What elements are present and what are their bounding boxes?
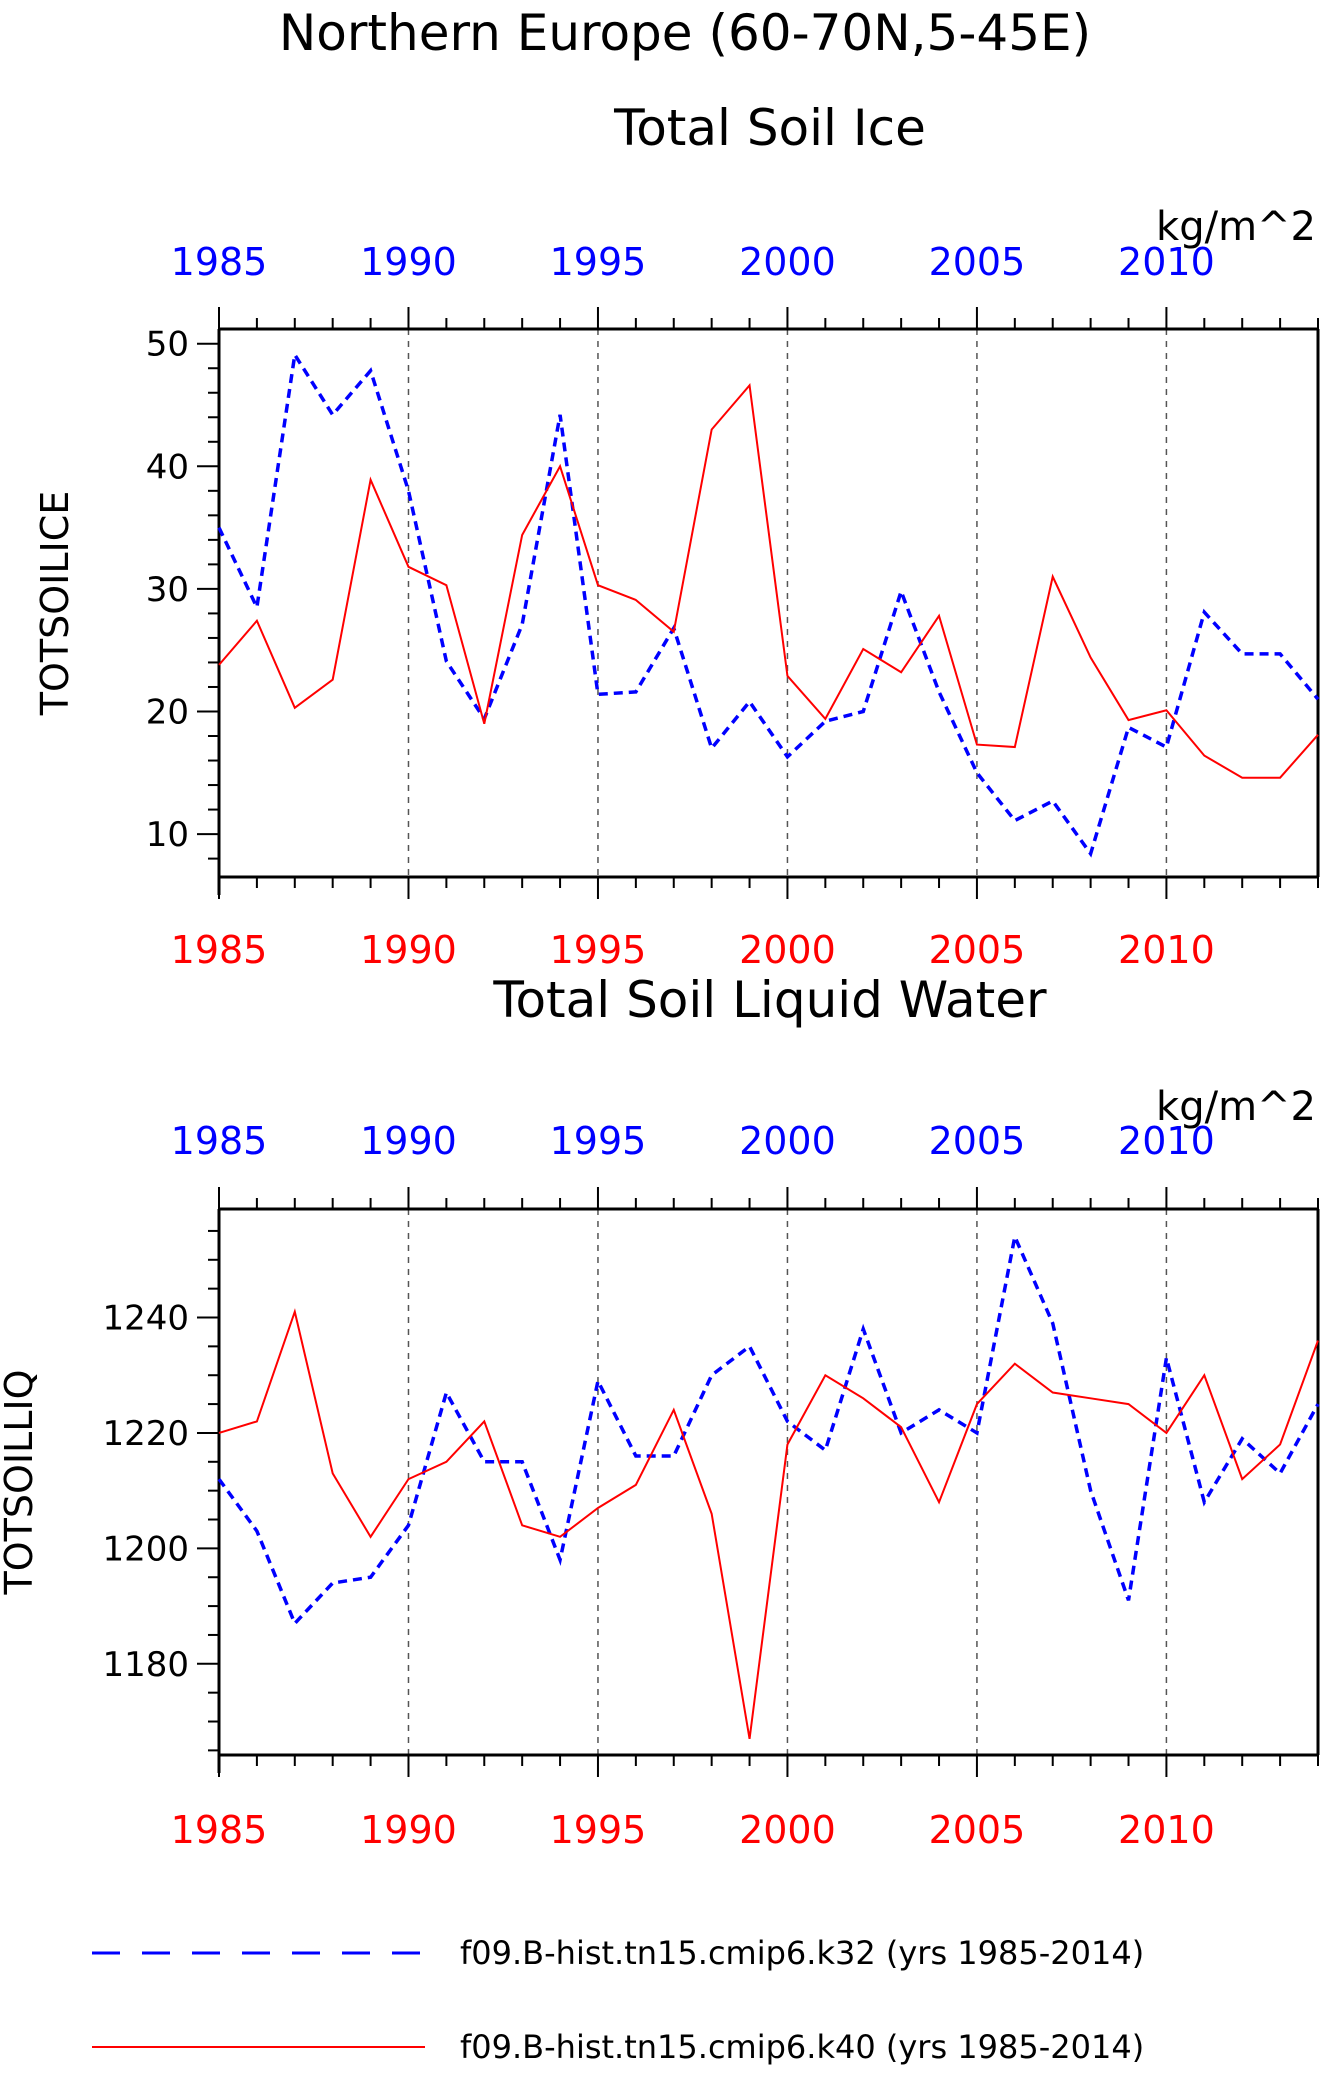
chart-panels: Total Soil Ice kg/m^2 1985 1985 1990 1990 1995… [0, 99, 1320, 1852]
x-tick-label-bottom: 1995 [550, 1808, 647, 1852]
units-label: kg/m^2 [1156, 204, 1316, 250]
chart-panel-1: Total Soil Ice kg/m^2 1985 1985 1990 1990 1995… [33, 99, 1320, 972]
y-tick-label: 50 [146, 325, 189, 365]
series-k32-line [217, 1230, 1320, 1627]
x-tick-label-top: 2000 [739, 240, 836, 284]
x-tick-label-top: 1995 [550, 1119, 647, 1163]
page-title: Northern Europe (60-70N,5-45E) [279, 4, 1091, 62]
y-axis-label: TOTSOILICE [33, 491, 77, 717]
y-tick-label: 1240 [102, 1299, 189, 1339]
y-tick-label: 1180 [102, 1645, 189, 1685]
x-tick-label-top: 2010 [1118, 240, 1215, 284]
x-tick-label-bottom: 1990 [360, 928, 457, 972]
x-tick-label-bottom: 1990 [360, 1808, 457, 1852]
series-k40-line [218, 383, 1319, 779]
y-tick-label: 40 [146, 447, 189, 487]
x-tick-label-bottom: 2010 [1118, 1808, 1215, 1852]
legend-k32-label: f09.B-hist.tn15.cmip6.k32 (yrs 1985-2014… [460, 1934, 1144, 1972]
x-tick-label-top: 1985 [171, 240, 268, 284]
y-tick-label: 10 [146, 815, 189, 855]
x-tick-label-top: 1990 [360, 240, 457, 284]
x-tick-label-bottom: 2005 [929, 928, 1026, 972]
legend: f09.B-hist.tn15.cmip6.k32 (yrs 1985-2014… [92, 1934, 1144, 2066]
x-tick-label-top: 1995 [550, 240, 647, 284]
panel-title: Total Soil Ice [613, 99, 926, 157]
y-axis-label: TOTSOILLIQ [0, 1369, 41, 1595]
y-tick-label: 20 [146, 692, 189, 732]
x-tick-label-top: 2005 [929, 1119, 1026, 1163]
x-tick-label-top: 1990 [360, 1119, 457, 1163]
x-tick-label-top: 1985 [171, 1119, 268, 1163]
x-tick-label-bottom: 2010 [1118, 928, 1215, 972]
y-tick-label: 1220 [102, 1414, 189, 1454]
x-tick-label-top: 2000 [739, 1119, 836, 1163]
x-tick-label-bottom: 1995 [550, 928, 647, 972]
x-tick-label-top: 2005 [929, 240, 1026, 284]
series-k32-line [217, 349, 1320, 858]
legend-k40-label: f09.B-hist.tn15.cmip6.k40 (yrs 1985-2014… [460, 2028, 1144, 2066]
x-tick-label-bottom: 1985 [171, 928, 268, 972]
x-tick-label-bottom: 2000 [739, 1808, 836, 1852]
y-tick-label: 1200 [102, 1529, 189, 1569]
panel-title: Total Soil Liquid Water [492, 971, 1047, 1029]
y-tick-label: 30 [146, 570, 189, 610]
x-tick-label-top: 2010 [1118, 1119, 1215, 1163]
series-k40-line [218, 1308, 1319, 1740]
x-tick-label-bottom: 1985 [171, 1808, 268, 1852]
x-tick-label-bottom: 2000 [739, 928, 836, 972]
units-label: kg/m^2 [1156, 1084, 1316, 1130]
x-tick-label-bottom: 2005 [929, 1808, 1026, 1852]
chart-panel-2: Total Soil Liquid Water kg/m^2 1985 1985 199… [0, 971, 1320, 1852]
